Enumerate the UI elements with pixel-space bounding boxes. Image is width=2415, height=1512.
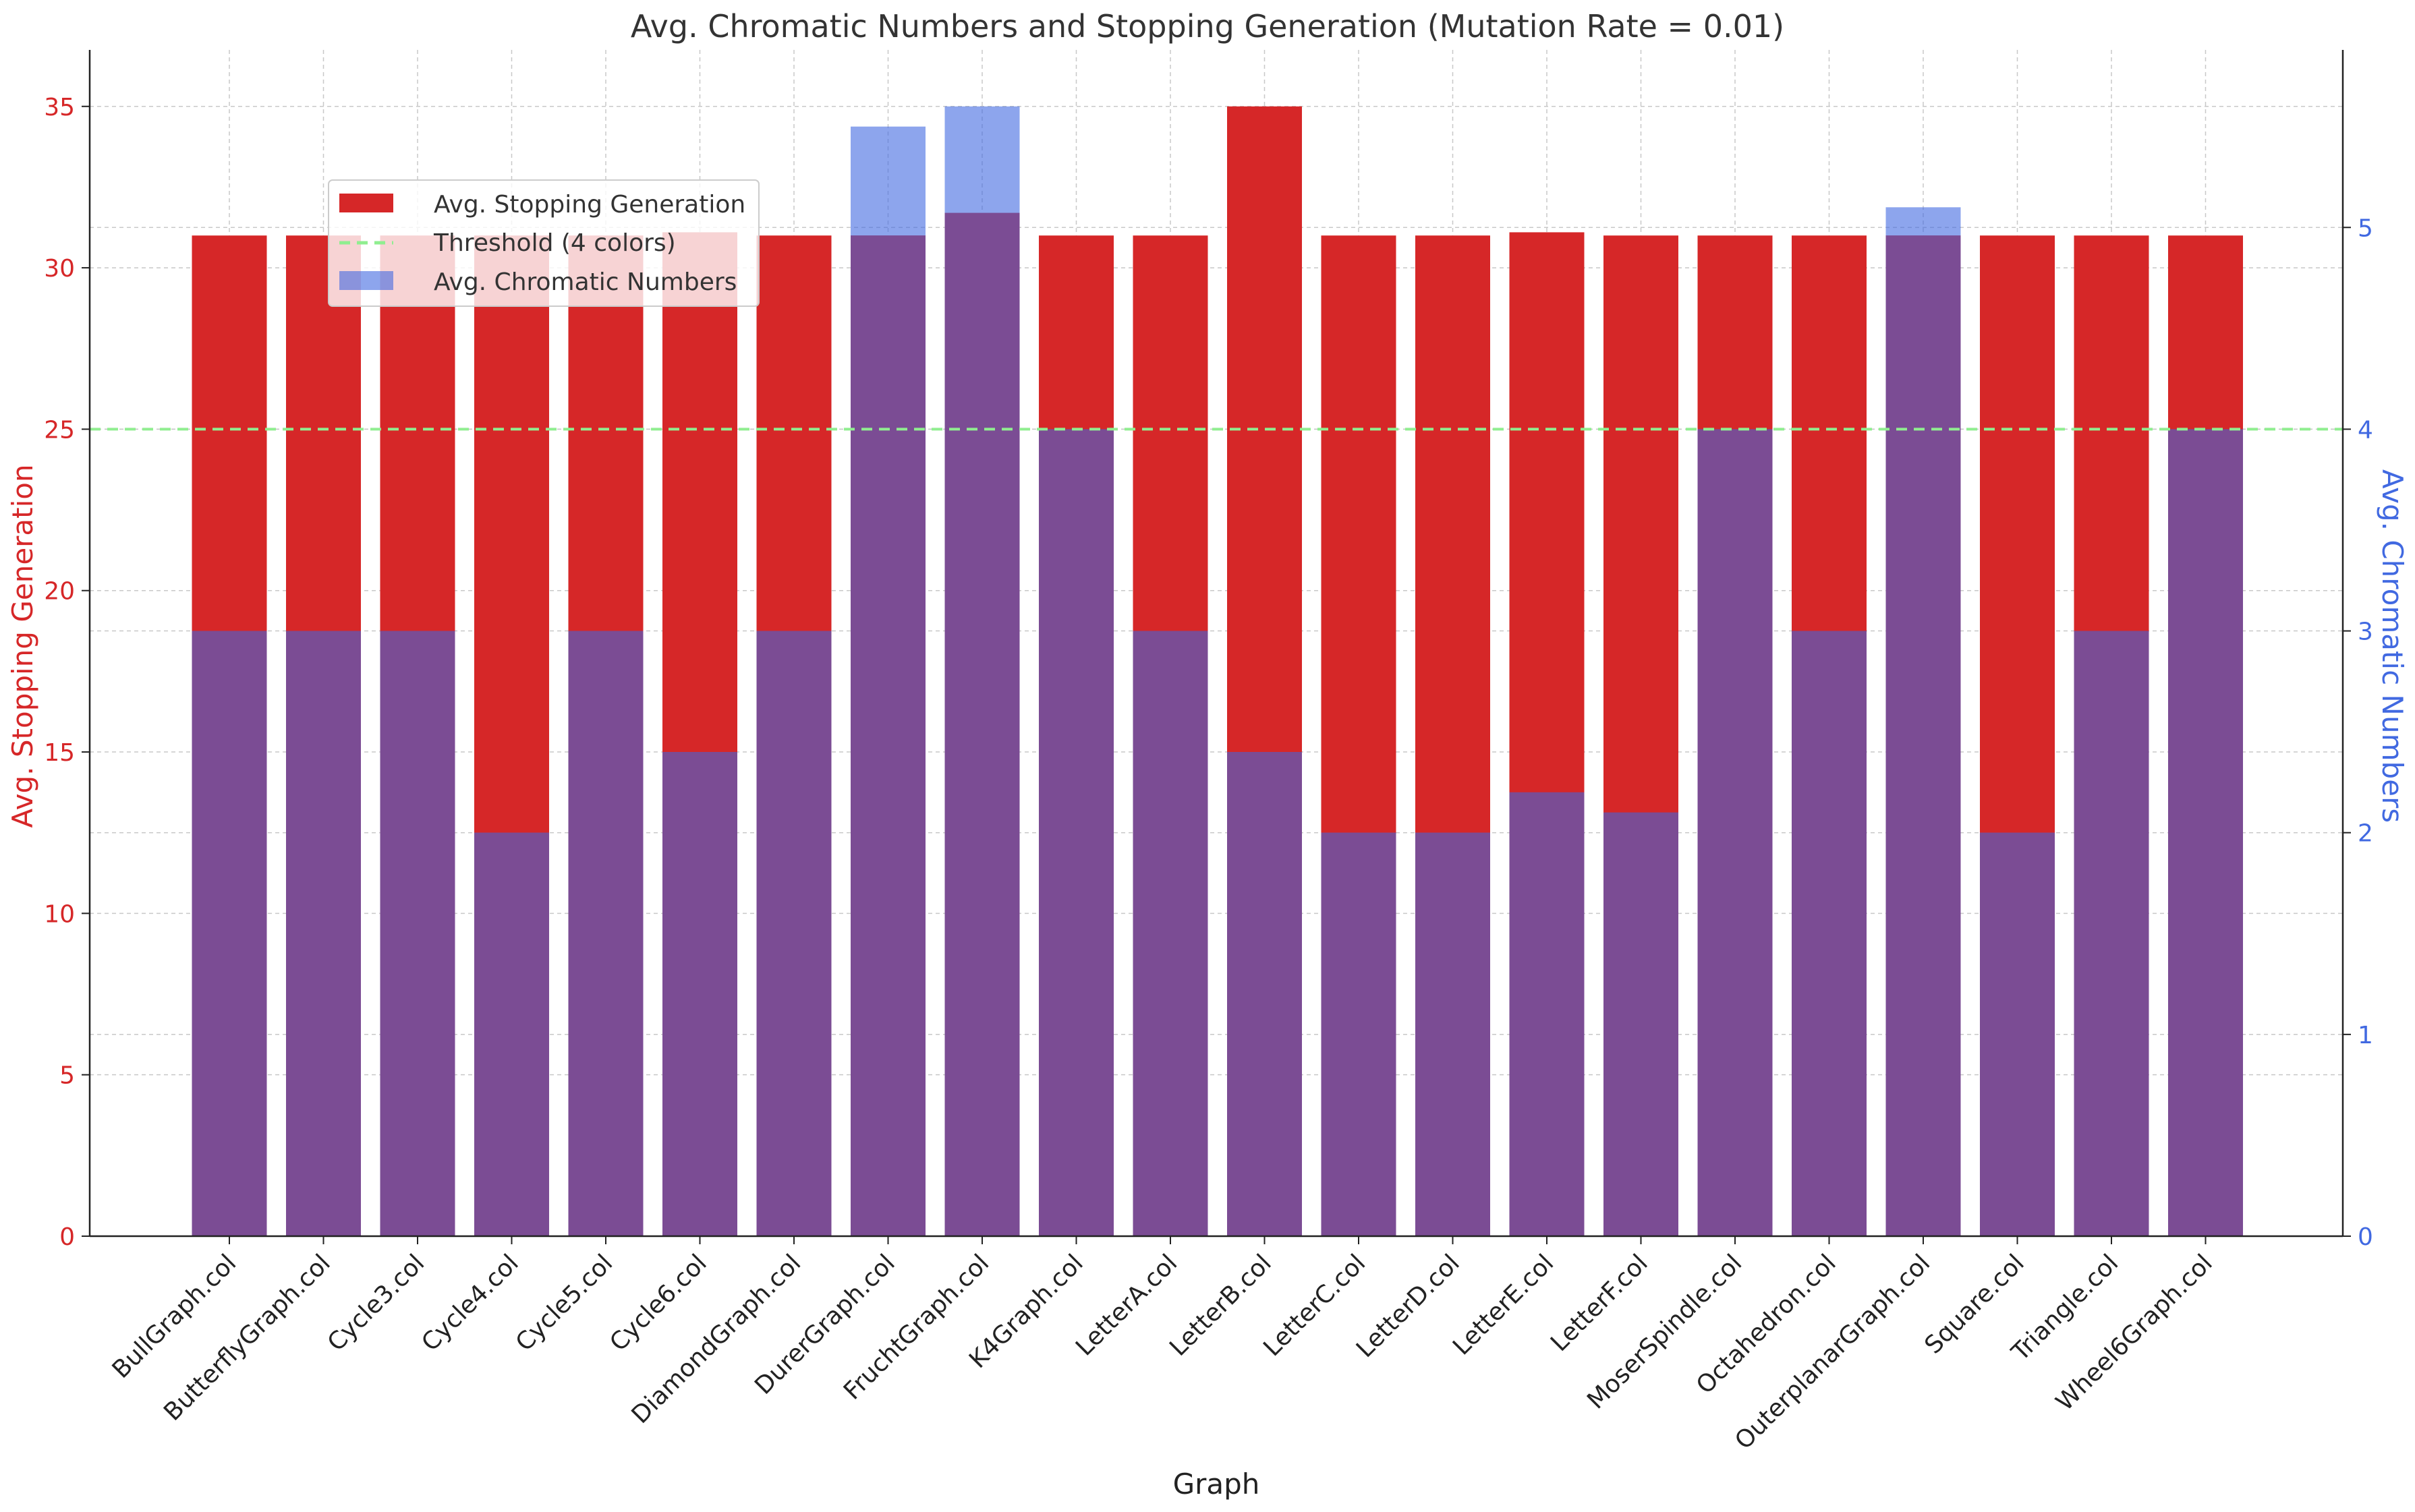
chart-title: Avg. Chromatic Numbers and Stopping Gene…	[631, 8, 1784, 45]
y-tick-label-left: 20	[44, 578, 75, 606]
legend-label-chromatic-numbers: Avg. Chromatic Numbers	[434, 268, 737, 296]
y-tick-label-right: 0	[2358, 1223, 2373, 1251]
x-axis-label: Graph	[1173, 1467, 1260, 1501]
y-tick-label-left: 35	[44, 94, 75, 121]
y-tick-label-left: 25	[44, 416, 75, 444]
bar-overlap	[1980, 832, 2055, 1236]
y-tick-label-left: 5	[59, 1062, 75, 1090]
bars-chromatic-numbers	[192, 106, 2243, 1237]
bar-overlap	[1321, 832, 1396, 1236]
y-tick-label-left: 15	[44, 739, 75, 767]
bar-overlap	[2168, 429, 2243, 1236]
bar-overlap	[1792, 631, 1867, 1236]
y-tick-label-left: 10	[44, 900, 75, 928]
axes-layer	[88, 50, 2344, 1238]
y-axis-label-right: Avg. Chromatic Numbers	[2376, 469, 2409, 823]
bar-overlap	[756, 631, 832, 1236]
y-axis-label-left: Avg. Stopping Generation	[6, 464, 39, 827]
legend-swatch-stopping-generation	[339, 194, 393, 212]
y-tick-label-right: 2	[2358, 820, 2373, 848]
bar-overlap	[1227, 752, 1302, 1236]
bar-overlap	[380, 631, 455, 1236]
bar-overlap	[1133, 631, 1208, 1236]
y-tick-label-right: 3	[2358, 618, 2373, 646]
y-tick-label-right: 4	[2358, 416, 2373, 444]
y-tick-label-right: 1	[2358, 1022, 2373, 1049]
bar-overlap	[851, 235, 926, 1237]
legend-label-stopping-generation: Avg. Stopping Generation	[434, 191, 745, 219]
bar-overlap	[1603, 812, 1678, 1236]
bar-overlap	[1885, 235, 1961, 1237]
bar-overlap	[1697, 429, 1773, 1236]
bar-overlap	[1509, 792, 1585, 1236]
y-tick-label-left: 30	[44, 255, 75, 283]
legend-swatch-chromatic-numbers	[339, 271, 393, 290]
y-tick-label-right: 5	[2358, 214, 2373, 242]
y-tick-label-left: 0	[59, 1223, 75, 1251]
bar-overlap	[1415, 832, 1490, 1236]
bar-overlap	[474, 832, 549, 1236]
bar-overlap	[2074, 631, 2149, 1236]
legend-box	[328, 179, 760, 307]
legend: Avg. Stopping Generation Threshold (4 co…	[328, 179, 760, 307]
bar-overlap	[286, 631, 361, 1236]
bar-overlap	[568, 631, 644, 1236]
bar-overlap	[192, 631, 267, 1236]
bar-overlap	[1039, 429, 1114, 1236]
legend-label-threshold: Threshold (4 colors)	[433, 229, 676, 257]
bar-overlap	[944, 212, 1020, 1237]
bar-overlap	[662, 752, 737, 1236]
